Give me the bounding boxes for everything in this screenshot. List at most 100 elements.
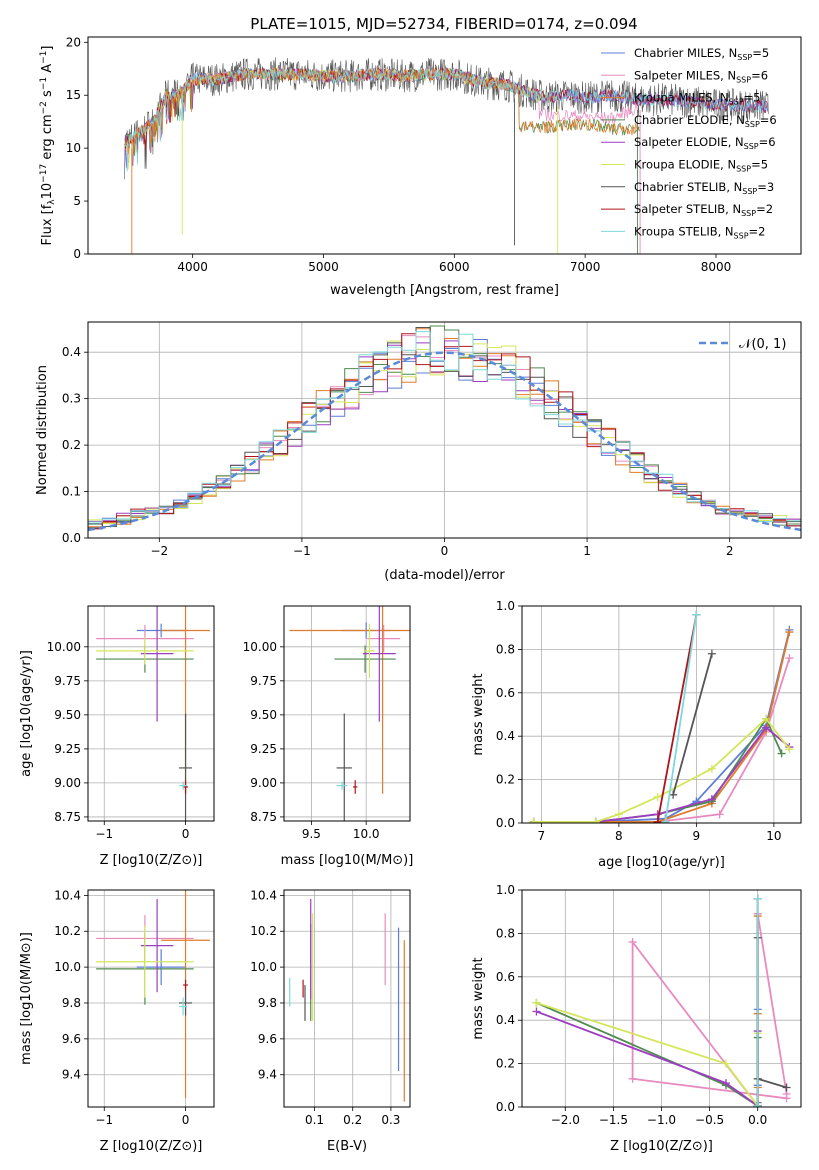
weight-marker — [721, 1059, 730, 1068]
legend-label: Chabrier STELIB, NSSP=3 — [634, 180, 774, 196]
spectrum-line — [124, 67, 768, 165]
errorbars — [96, 890, 210, 1099]
y-tick-label: 10.00 — [47, 640, 81, 654]
x-tick-label: 8000 — [701, 260, 732, 274]
legend-name: Chabrier MILES, N — [634, 46, 737, 60]
weight-marker — [785, 654, 794, 663]
x-tick-label: −1.5 — [599, 1113, 628, 1127]
mass-vs-metallicity-panel: −1 0 9.4 9.6 9.8 10.0 10.2 10.4 Z [log10(Z/Z⊙)] m… — [19, 888, 215, 1154]
x-axis-label: wavelength [Angstrom, rest frame] — [330, 283, 559, 298]
y-tick-label: 9.00 — [250, 776, 277, 790]
legend-sub: SSP — [742, 187, 757, 196]
x-tick-label: 0.3 — [381, 1113, 400, 1127]
y-tick-label: 10.0 — [250, 960, 277, 974]
spectrum-line — [124, 57, 769, 180]
weight-marker — [785, 628, 794, 637]
errorbars — [289, 606, 410, 821]
y-label-part: s — [40, 90, 55, 101]
y-tick-label: 10.00 — [243, 640, 277, 654]
y-tick-label: 0.3 — [62, 392, 81, 406]
legend-n: =5 — [744, 91, 761, 105]
legend-name: Kroupa STELIB, N — [634, 224, 734, 238]
y-tick-label: 9.75 — [250, 674, 277, 688]
legend-name: Salpeter ELODIE, N — [634, 135, 744, 149]
weight-line — [672, 653, 713, 796]
x-tick-label: 7000 — [570, 260, 601, 274]
legend-sub: SSP — [741, 209, 756, 218]
y-tick-label: 9.6 — [258, 1032, 277, 1046]
y-tick-label: 10.4 — [54, 888, 81, 902]
y-label-part: −1 — [39, 51, 49, 64]
y-tick-label: 9.75 — [54, 674, 81, 688]
weight-marker — [532, 998, 541, 1007]
x-tick-label: 9 — [693, 829, 701, 843]
legend-sub: SSP — [736, 75, 751, 84]
legend-name: Chabrier ELODIE, N — [634, 113, 745, 127]
weight-marker — [715, 810, 724, 819]
weight-marker — [707, 764, 716, 773]
x-tick-label: 8 — [615, 829, 623, 843]
y-label-part: ] — [40, 46, 55, 51]
x-tick-label: 10.0 — [353, 827, 380, 841]
legend-n: =6 — [760, 113, 777, 127]
spectrum-lines — [124, 57, 769, 254]
y-tick-label: 10 — [66, 141, 81, 155]
legend-sub: SSP — [745, 120, 760, 129]
x-tick-label: 0.0 — [748, 1113, 767, 1127]
axes-frame — [283, 605, 411, 822]
x-tick-label: 0.2 — [343, 1113, 362, 1127]
y-axis-label: Flux [fλ10−17 erg cm−2 s−1 A−1] — [39, 46, 57, 246]
y-tick-label: 0.2 — [496, 1057, 515, 1071]
axes-frame — [87, 889, 215, 1108]
y-axis-label: mass [log10(M/M⊙)] — [19, 932, 34, 1065]
age-vs-metallicity-panel: −1 0 8.75 9.00 9.25 9.50 9.75 10.00 Z [log10(Z/Z… — [19, 605, 215, 868]
weight-marker — [628, 938, 637, 947]
y-tick-label: 0.4 — [62, 345, 81, 359]
y-tick-label: 10.4 — [250, 888, 277, 902]
y-tick-label: 0.2 — [62, 438, 81, 452]
normal-curve — [88, 351, 801, 532]
weight-marker — [762, 723, 771, 732]
y-tick-label: 0.0 — [496, 1100, 515, 1114]
y-tick-label: 0.2 — [496, 773, 515, 787]
legend-name: Chabrier STELIB, N — [634, 180, 742, 194]
weight-vs-age-panel: 7 8 9 10 0.0 0.2 0.4 0.6 0.8 1.0 age [log10(age/yr… — [471, 599, 802, 870]
weight-marker — [628, 1074, 637, 1083]
mass-vs-extinction-panel: 0.1 0.2 0.3 9.4 9.6 9.8 10.0 10.2 10.4 E(B-V) — [250, 888, 411, 1154]
x-axis-label: Z [log10(Z/Z⊙)] — [610, 1139, 713, 1154]
x-tick-label: −2 — [150, 544, 168, 558]
x-tick-label: 9.5 — [302, 827, 321, 841]
legend-sub: SSP — [744, 142, 759, 151]
x-axis-label: Z [log10(Z/Z⊙)] — [100, 1139, 203, 1154]
errorbars — [289, 898, 405, 1102]
y-tick-label: 9.50 — [250, 708, 277, 722]
weight-marker — [653, 817, 662, 823]
x-tick-label: 0 — [182, 1113, 190, 1127]
y-tick-label: 1.0 — [496, 599, 515, 613]
weight-line — [533, 631, 791, 823]
x-tick-label: 2 — [726, 544, 734, 558]
y-label-part: −2 — [39, 101, 49, 114]
y-tick-label: 5 — [73, 194, 81, 208]
y-tick-label: 0.0 — [62, 531, 81, 545]
residuals-panel: −2 −1 0 1 2 0.0 0.1 0.2 0.3 0.4 (data-model)/error… — [35, 321, 802, 583]
x-tick-label: 5000 — [308, 260, 339, 274]
legend-sub: SSP — [737, 53, 752, 62]
weight-line — [536, 1010, 759, 1107]
y-tick-label: 9.4 — [62, 1068, 81, 1082]
legend-name: Salpeter MILES, N — [634, 68, 736, 82]
weight-marker — [661, 817, 670, 823]
histogram-step — [88, 340, 801, 524]
weight-line — [631, 913, 788, 1107]
y-tick-label: 9.4 — [258, 1068, 277, 1082]
legend-label: Chabrier ELODIE, NSSP=6 — [634, 113, 777, 129]
legend-n: =2 — [756, 202, 773, 216]
y-tick-label: 0.4 — [496, 729, 515, 743]
y-tick-label: 9.00 — [54, 776, 81, 790]
axes-frame — [521, 605, 802, 824]
y-label-part: −17 — [39, 164, 49, 183]
y-label-part: −1 — [39, 77, 49, 90]
y-tick-label: 0.4 — [496, 1013, 515, 1027]
weight-line — [664, 614, 698, 823]
